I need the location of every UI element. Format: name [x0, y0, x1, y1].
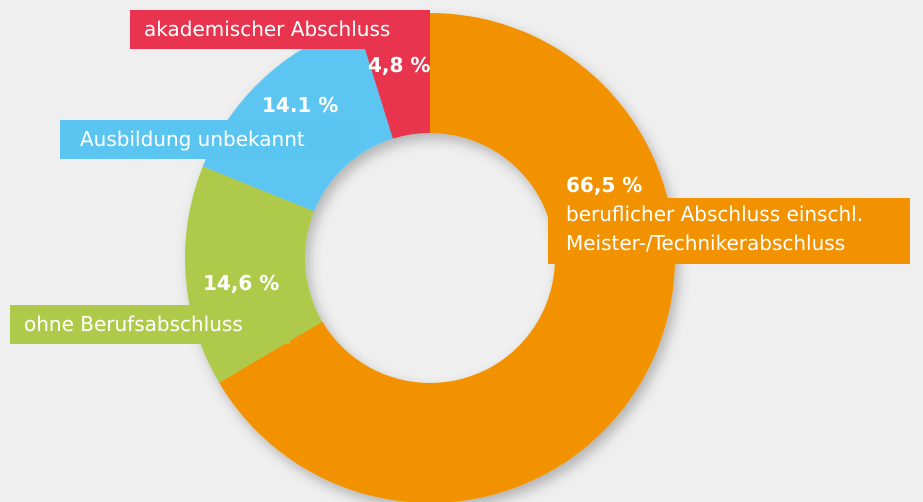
- category-label: akademischer Abschluss: [130, 10, 430, 49]
- value-label: 66,5 %: [566, 173, 643, 197]
- value-label: 14,6 %: [203, 271, 280, 295]
- slice: [219, 13, 675, 502]
- slice: [202, 24, 393, 212]
- value-label: 14.1 %: [262, 93, 339, 117]
- category-label: ohne Berufsabschluss: [10, 305, 290, 344]
- value-label: 4,8 %: [368, 53, 431, 77]
- category-label: Ausbildung unbekannt: [60, 120, 355, 159]
- category-label: beruflicher Abschluss einschl. Meister-/…: [548, 198, 910, 264]
